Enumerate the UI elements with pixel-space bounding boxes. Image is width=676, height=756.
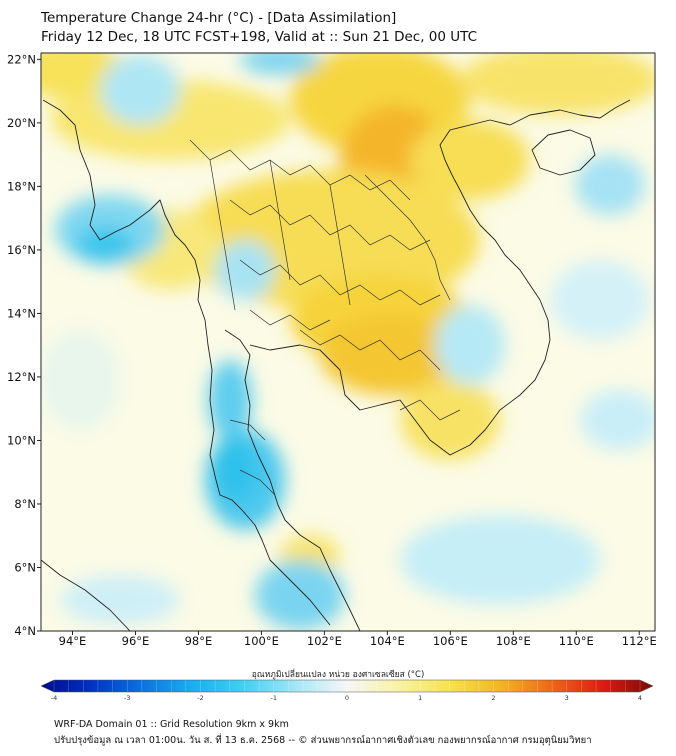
lon-tick-label: 94°E [59,634,87,648]
colorbar-tick-label: 0 [345,694,349,702]
lat-tick-label: 16°N [7,243,36,257]
map-subtitle: Friday 12 Dec, 18 UTC FCST+198, Valid at… [41,29,478,45]
lon-tick-label: 112°E [622,634,657,648]
lat-tick-label: 14°N [7,306,36,320]
colorbar-label: อุณหภูมิเปลี่ยนแปลง หน่วย องศาเซลเซียส (… [251,670,425,680]
lon-tick-label: 102°E [307,634,342,648]
lat-tick-label: 22°N [7,52,36,66]
colorbar-tick-label: -4 [51,694,57,702]
lat-tick-label: 10°N [7,433,36,447]
lon-tick-label: 98°E [185,634,213,648]
lon-tick-label: 96°E [122,634,150,648]
colorbar: -4 -3 -2 -1 0 1 2 3 4 [40,679,654,702]
lat-tick-label: 8°N [14,497,36,511]
lon-tick-label: 108°E [496,634,531,648]
coastlines [41,99,631,631]
lat-tick-label: 20°N [7,116,36,130]
colorbar-tick-label: -3 [124,694,130,702]
lat-tick-label: 18°N [7,179,36,193]
longitude-axis: 94°E 96°E 98°E 100°E 102°E 104°E 106°E 108°E 110… [59,631,657,648]
lon-tick-label: 110°E [559,634,594,648]
lon-tick-label: 100°E [244,634,279,648]
colorbar-tick-label: -1 [271,694,277,702]
lon-tick-label: 106°E [433,634,468,648]
lat-tick-label: 12°N [7,370,36,384]
lon-tick-label: 104°E [370,634,405,648]
map-frame [40,52,656,632]
province-borders [189,139,461,496]
colorbar-tick-label: -2 [197,694,203,702]
footer-model-info: WRF-DA Domain 01 :: Grid Resolution 9km … [54,719,289,730]
colorbar-tick-label: 1 [418,694,422,702]
colorbar-tick-label: 2 [491,694,495,702]
temperature-field [41,53,655,631]
lat-tick-label: 4°N [14,624,36,638]
footer-update-info: ปรับปรุงข้อมูล ณ เวลา 01:00น. วัน ส. ที่… [54,735,592,746]
lat-tick-label: 6°N [14,560,36,574]
map-title: Temperature Change 24-hr (°C) - [Data As… [41,10,397,26]
colorbar-tick-label: 4 [638,694,642,702]
colorbar-tick-label: 3 [565,694,569,702]
latitude-axis: 22°N 20°N 18°N 16°N 14°N 12°N 10°N 8°N 6°N 4°N [7,52,41,638]
